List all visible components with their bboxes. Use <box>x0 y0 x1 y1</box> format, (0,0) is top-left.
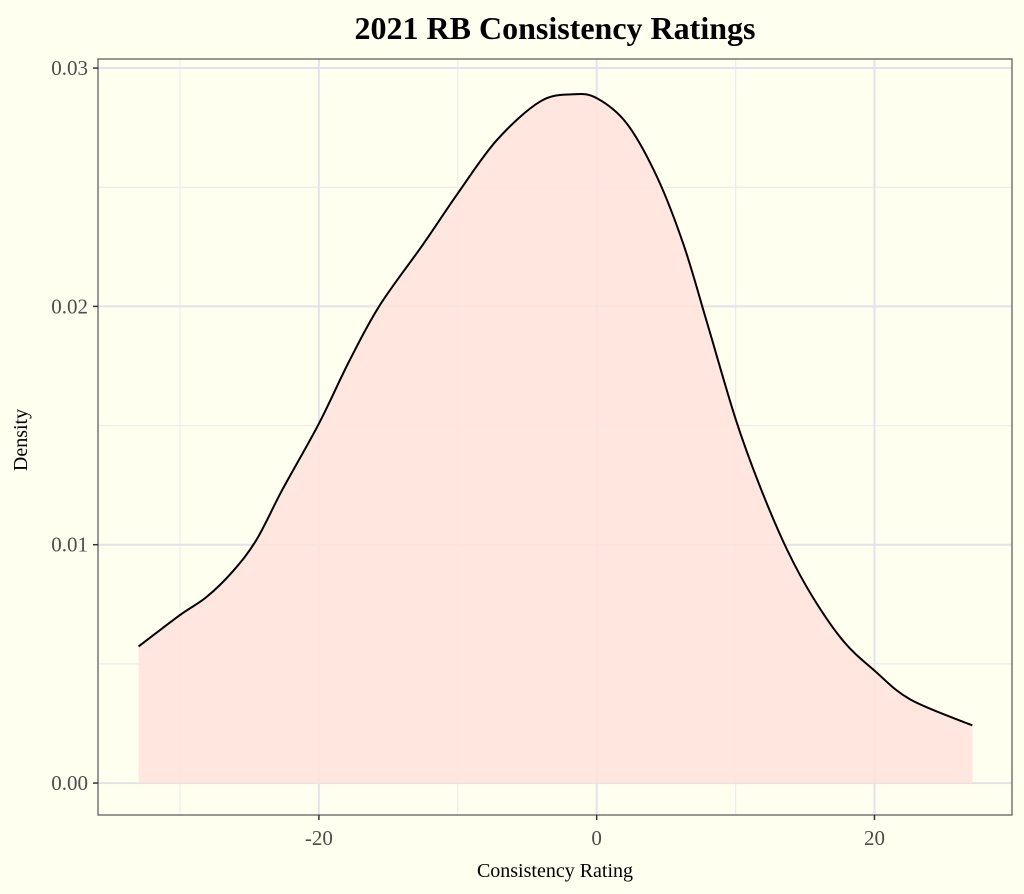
y-tick-label: 0.02 <box>51 294 88 318</box>
y-tick-label: 0.00 <box>51 771 88 795</box>
axis-ticks: 0.00 0.01 0.02 0.03 -20 0 20 <box>51 56 885 850</box>
chart-title: 2021 RB Consistency Ratings <box>355 10 756 46</box>
density-area <box>138 93 973 784</box>
x-tick-label: 20 <box>864 826 885 850</box>
x-tick-label: -20 <box>305 826 333 850</box>
y-axis-label: Density <box>10 409 32 471</box>
density-line <box>137 92 973 727</box>
y-tick-label: 0.01 <box>51 533 88 557</box>
x-axis-label: Consistency Rating <box>477 860 633 882</box>
plot-panel-border <box>97 58 1013 816</box>
y-tick-label: 0.03 <box>51 56 88 80</box>
x-tick-label: 0 <box>591 826 602 850</box>
